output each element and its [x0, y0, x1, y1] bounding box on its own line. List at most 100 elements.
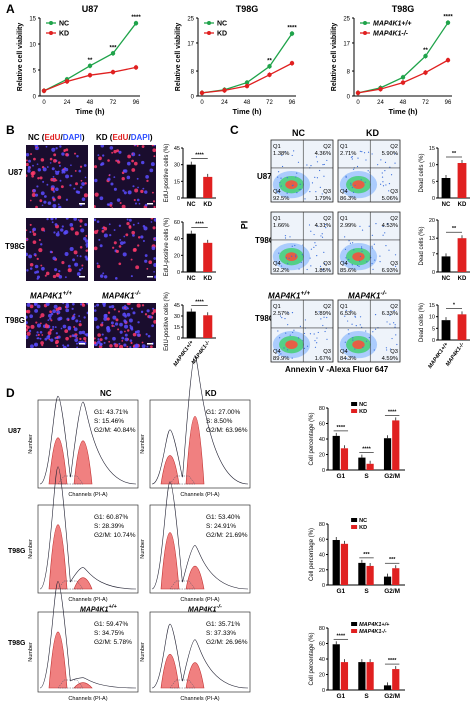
histogram-x-label: Channels (PI-A) [68, 492, 107, 498]
facs-event [288, 257, 290, 259]
facs-event [371, 153, 373, 155]
facs-event [322, 324, 324, 327]
bar-S-a [358, 562, 366, 585]
quad-label: Q1 [340, 144, 348, 150]
histogram-y-label: Number [140, 539, 146, 559]
facs-event [375, 222, 377, 225]
significance-mark: **** [195, 153, 204, 159]
data-point [133, 21, 139, 26]
y-tick-label: 15 [429, 146, 435, 152]
histogram-y-label: Number [140, 434, 146, 454]
facs-event [371, 247, 374, 249]
data-point [445, 20, 451, 25]
facs-event [300, 261, 302, 264]
facs-event [319, 169, 321, 172]
facs-event [293, 329, 295, 331]
facs-event [344, 248, 347, 250]
facs-event [379, 261, 381, 263]
facs-event [277, 176, 279, 178]
c-row-label-2: T98G [255, 236, 276, 245]
quad-label: Q2 [323, 216, 331, 222]
facs-event [389, 348, 392, 350]
quad-value: 4.59% [382, 356, 398, 362]
facs-event [313, 246, 315, 248]
x-axis-label: Time (h) [232, 107, 262, 116]
significance-mark: ** [88, 58, 93, 64]
facs-event [351, 264, 353, 266]
significance-mark: **** [195, 222, 204, 228]
micrograph-b-1-nc [26, 145, 88, 208]
facs-event [306, 164, 308, 166]
bar-G2/M-a [383, 438, 392, 470]
y-tick-label: 40 [319, 657, 325, 663]
y-tick-label: 0 [322, 468, 325, 474]
facs-event [291, 245, 293, 247]
y-tick-label: 30 [174, 314, 180, 320]
facs-event [278, 252, 280, 254]
fit-curve [151, 355, 249, 485]
facs-event [352, 191, 355, 194]
facs-event [385, 184, 387, 186]
facs-event [384, 170, 386, 172]
y-axis-label: Cell percentage (%) [309, 632, 315, 685]
histogram-2-nc: G1: 60.87% S: 28.39% G2/M: 10.74% Channels … [28, 466, 139, 603]
y-tick-label: 0 [432, 270, 435, 276]
facs-event [373, 243, 375, 245]
fit-curve [39, 581, 137, 689]
facs-event [347, 320, 349, 322]
y-tick-label: 60 [319, 642, 325, 648]
legend-label: NC [217, 21, 227, 28]
significance-mark: ** [452, 226, 457, 232]
scale-bar [147, 343, 153, 345]
x-tick-label: 24 [64, 100, 71, 106]
facs-event [286, 349, 289, 351]
quad-label: Q2 [323, 304, 331, 310]
facs-event [298, 268, 300, 270]
quad-value: 5.89% [315, 311, 331, 317]
facs-event [365, 340, 368, 342]
quad-label: Q4 [273, 189, 282, 195]
legend-label: MAP4K1-/- [373, 31, 409, 38]
facs-event [351, 158, 353, 160]
facs-event [350, 156, 353, 158]
facs-event [294, 244, 296, 247]
facs-event [365, 159, 367, 161]
y-tick-label: 10 [429, 163, 435, 169]
x-tick-label: 24 [221, 100, 228, 106]
y-tick-label: 80 [319, 522, 325, 528]
quad-value: 1.38% [273, 151, 289, 157]
legend-label: KD [217, 31, 227, 38]
y-tick-label: 40 [319, 437, 325, 443]
y-tick-label: 60 [174, 220, 180, 226]
data-point [289, 61, 295, 66]
d-row-label-2: T98G [8, 548, 26, 555]
x-tick-label: S [364, 588, 369, 595]
facs-event [279, 315, 282, 317]
facs-event [323, 251, 325, 253]
facs-event [320, 318, 322, 320]
histogram-3-kd: G1: 35.71% S: 37.33% G2/M: 26.96% Channels … [140, 611, 251, 702]
facs-event [373, 349, 375, 351]
g1-stat: G1: 59.47% [94, 621, 129, 628]
bar-G2/M-a [383, 685, 392, 690]
x-axis-label: Time (h) [388, 107, 418, 116]
g1-peak [160, 455, 180, 485]
quad-label: Q3 [390, 349, 398, 355]
histogram-x-label: Channels (PI-A) [68, 597, 107, 603]
d-col-kd-label: KD [205, 389, 217, 398]
g1-stat: G1: 27.00% [206, 409, 241, 416]
quad-label: Q1 [273, 304, 281, 310]
legend-swatch [351, 525, 358, 529]
quad-value: 1.67% [315, 356, 331, 362]
bar-G1-a [332, 435, 340, 470]
facs-event [389, 314, 391, 316]
x-tick-label: 0 [200, 100, 204, 106]
significance-mark: ** [423, 48, 428, 54]
facs-event [394, 265, 397, 267]
quad-value: 85.6% [340, 268, 356, 274]
legend-marker [49, 21, 53, 25]
data-point [222, 88, 227, 93]
quad-label: Q1 [340, 304, 348, 310]
data-point [400, 75, 406, 80]
